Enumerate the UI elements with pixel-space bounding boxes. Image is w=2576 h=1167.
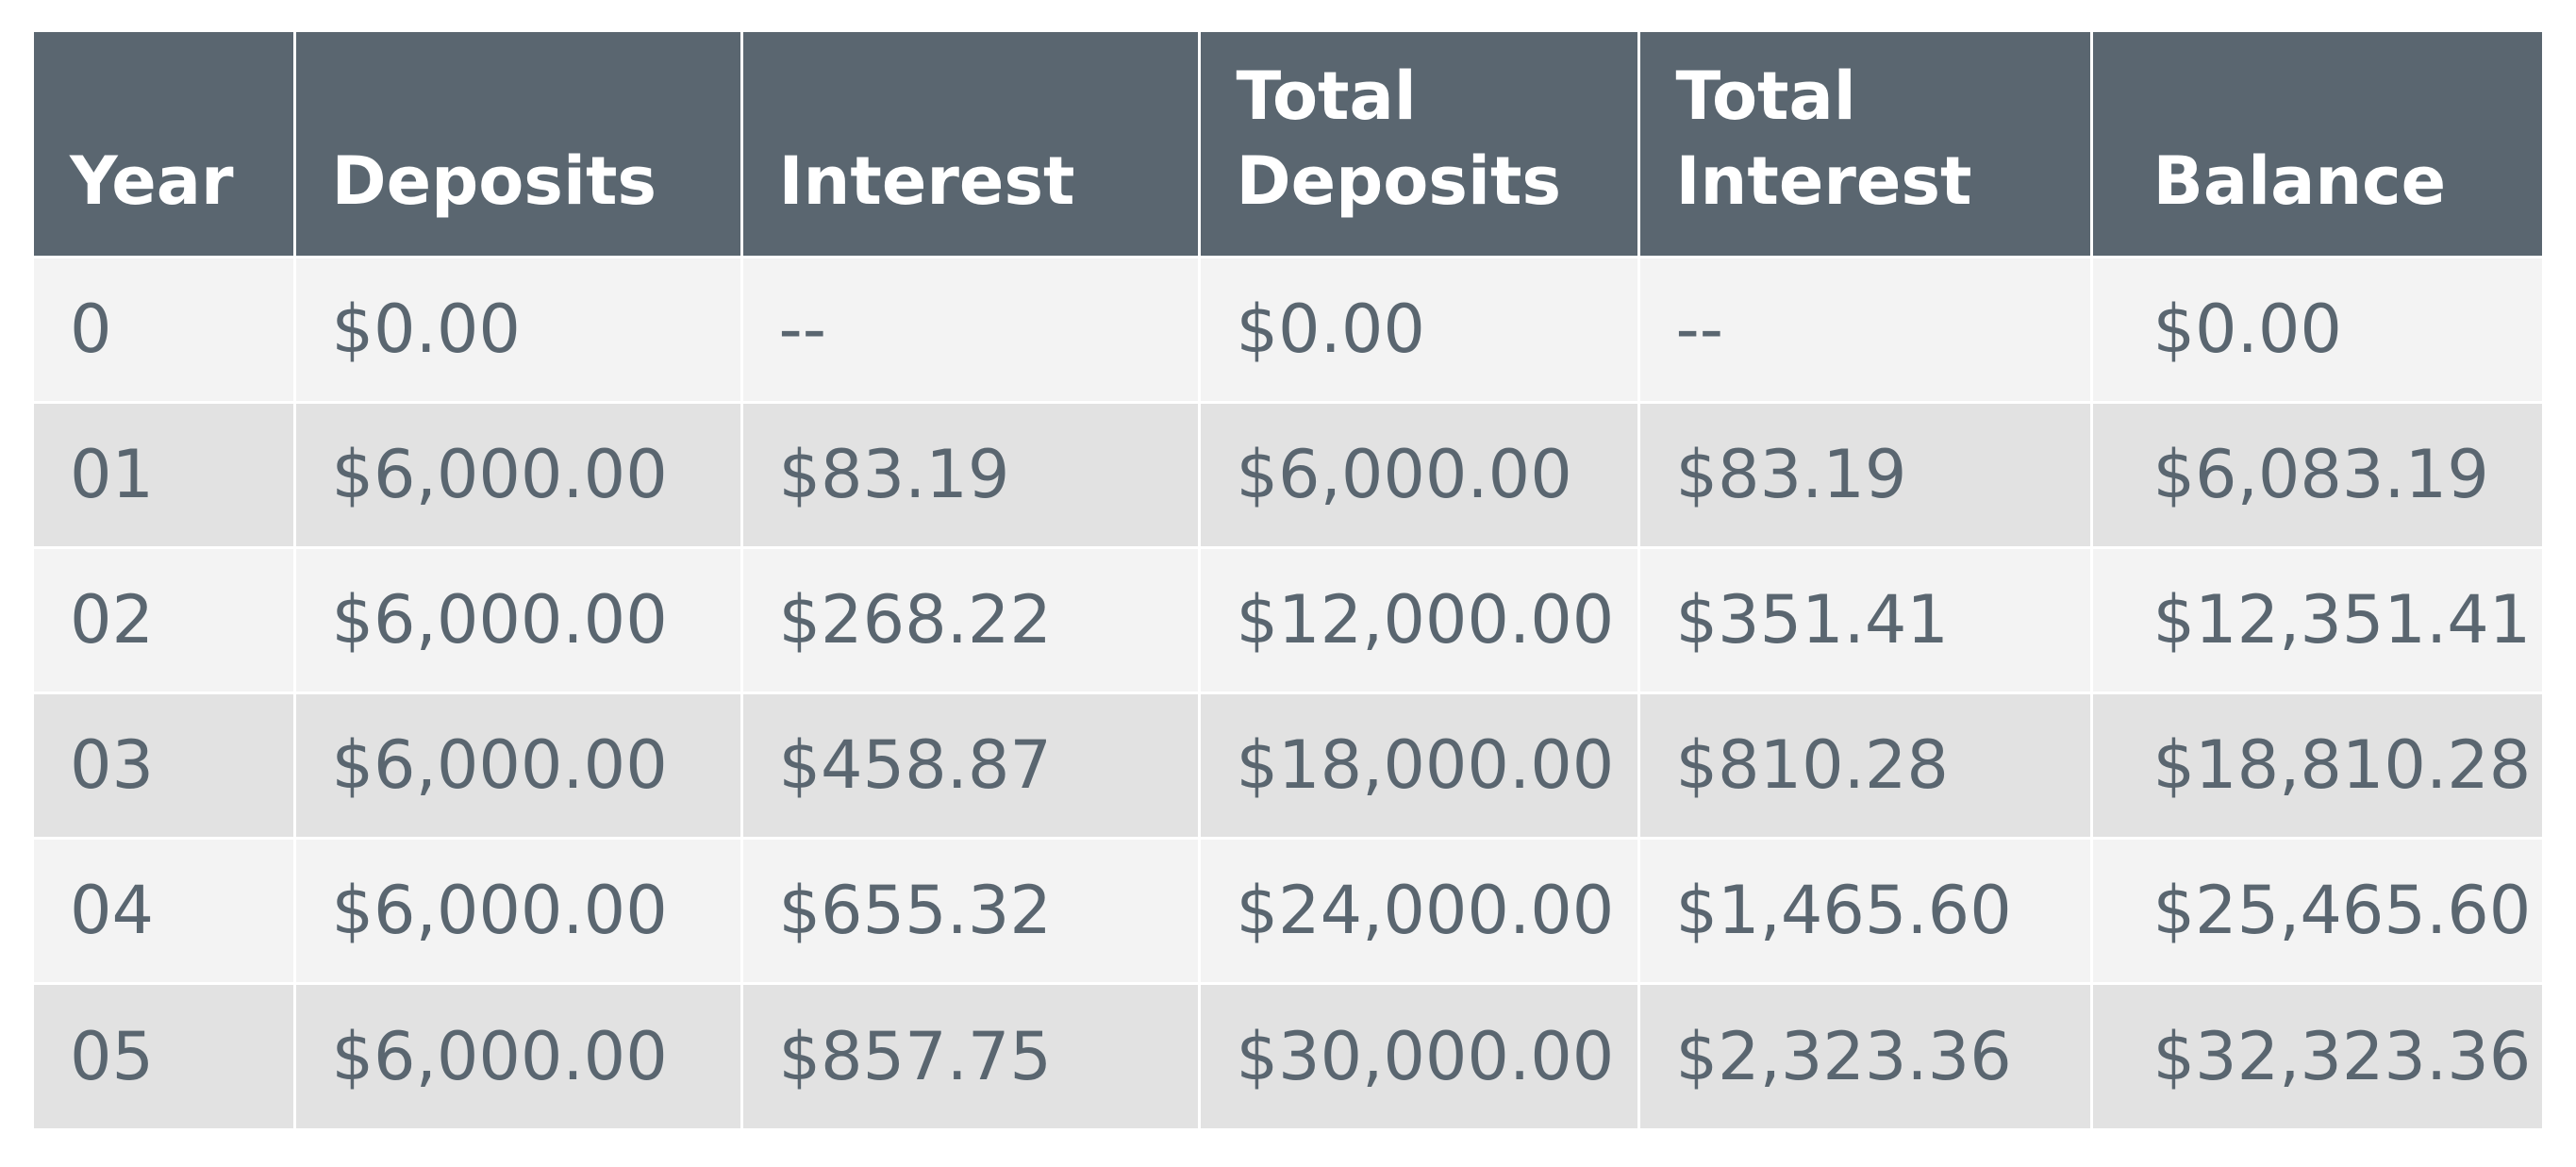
cell-balance: $32,323.36 <box>2089 981 2542 1128</box>
cell-total-interest: $2,323.36 <box>1637 981 2091 1128</box>
table-row: 05 $6,000.00 $857.75 $30,000.00 $2,323.3… <box>34 981 2542 1128</box>
header-year: Year <box>34 32 294 257</box>
header-total-deposits: Total Deposits <box>1197 32 1638 257</box>
cell-interest: $83.19 <box>740 400 1199 547</box>
cell-interest: $655.32 <box>740 836 1199 983</box>
cell-balance: $12,351.41 <box>2089 545 2542 692</box>
cell-total-interest: $1,465.60 <box>1637 836 2091 983</box>
cell-total-deposits: $30,000.00 <box>1197 981 1638 1128</box>
header-total-interest: Total Interest <box>1637 32 2091 257</box>
cell-total-deposits: $12,000.00 <box>1197 545 1638 692</box>
header-interest: Interest <box>740 32 1199 257</box>
cell-balance: $0.00 <box>2089 255 2542 402</box>
cell-year: 05 <box>34 981 294 1128</box>
cell-deposits: $6,000.00 <box>292 981 741 1128</box>
header-balance: Balance <box>2089 32 2542 257</box>
cell-year: 0 <box>34 255 294 402</box>
cell-balance: $18,810.28 <box>2089 691 2542 838</box>
cell-year: 02 <box>34 545 294 692</box>
cell-interest: $268.22 <box>740 545 1199 692</box>
cell-total-deposits: $0.00 <box>1197 255 1638 402</box>
cell-interest: -- <box>740 255 1199 402</box>
table-header: Year Deposits Interest Total Deposits Tot… <box>34 32 2542 257</box>
cell-total-interest: $810.28 <box>1637 691 2091 838</box>
table-row: 04 $6,000.00 $655.32 $24,000.00 $1,465.6… <box>34 836 2542 983</box>
cell-interest: $857.75 <box>740 981 1199 1128</box>
table-row: 0 $0.00 -- $0.00 -- $0.00 <box>34 255 2542 402</box>
cell-year: 01 <box>34 400 294 547</box>
cell-deposits: $0.00 <box>292 255 741 402</box>
cell-total-deposits: $24,000.00 <box>1197 836 1638 983</box>
cell-deposits: $6,000.00 <box>292 400 741 547</box>
cell-interest: $458.87 <box>740 691 1199 838</box>
cell-deposits: $6,000.00 <box>292 545 741 692</box>
cell-total-interest: -- <box>1637 255 2091 402</box>
cell-total-deposits: $18,000.00 <box>1197 691 1638 838</box>
savings-table: Year Deposits Interest Total Deposits Tot… <box>34 32 2542 1128</box>
table-body: 0 $0.00 -- $0.00 -- $0.00 01 $6,000.00 $… <box>34 255 2542 1128</box>
table-row: 03 $6,000.00 $458.87 $18,000.00 $810.28 … <box>34 691 2542 838</box>
cell-total-interest: $351.41 <box>1637 545 2091 692</box>
cell-year: 03 <box>34 691 294 838</box>
header-row: Year Deposits Interest Total Deposits Tot… <box>34 32 2542 257</box>
cell-deposits: $6,000.00 <box>292 836 741 983</box>
cell-balance: $6,083.19 <box>2089 400 2542 547</box>
cell-deposits: $6,000.00 <box>292 691 741 838</box>
cell-total-interest: $83.19 <box>1637 400 2091 547</box>
header-deposits: Deposits <box>292 32 741 257</box>
table-row: 01 $6,000.00 $83.19 $6,000.00 $83.19 $6,… <box>34 400 2542 547</box>
cell-total-deposits: $6,000.00 <box>1197 400 1638 547</box>
cell-year: 04 <box>34 836 294 983</box>
savings-table-container: Year Deposits Interest Total Deposits Tot… <box>34 32 2542 1128</box>
table-row: 02 $6,000.00 $268.22 $12,000.00 $351.41 … <box>34 545 2542 692</box>
cell-balance: $25,465.60 <box>2089 836 2542 983</box>
